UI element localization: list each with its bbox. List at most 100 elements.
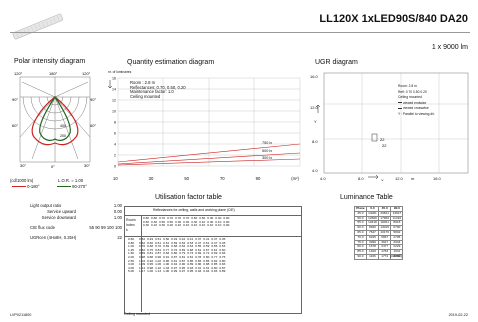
- utilisation-cell: 0.90: [211, 265, 218, 270]
- ugr-x-tick: 16.0: [433, 176, 442, 181]
- utilisation-cell: 0.69: [179, 247, 186, 252]
- table-row: 2.00 0.98 0.88 0.96 0.91 0.87 0.81 0.81 0.78 0.80…: [127, 254, 226, 260]
- polar-curve-c0: [31, 96, 79, 146]
- reflectance-cell: 0.30: [191, 219, 198, 224]
- quantity-y-tick: 10: [112, 109, 116, 113]
- footer-code: LVP0211800: [10, 313, 32, 317]
- utilisation-cell: 0.81: [187, 254, 194, 259]
- utilisation-cell: 0.76: [171, 247, 178, 252]
- utilisation-cell: 0.59: [203, 244, 210, 249]
- room-index-cell: 1.50: [128, 251, 135, 256]
- legend-label: 90-270°: [72, 184, 87, 189]
- utilisation-cell: 0.83: [195, 258, 202, 263]
- utilisation-cell: 0.81: [179, 254, 186, 259]
- divider: [125, 215, 301, 216]
- table-row: 0.60 0.52 0.49 0.51 0.50 0.49 0.42 0.41 0.37 0.41…: [127, 237, 226, 242]
- reflectance-cell: 0.80: [143, 216, 150, 220]
- table-row: 1.00 0.70 0.68 0.70 0.69 0.68 0.62 0.63 0.55 0.59…: [127, 245, 226, 249]
- utilisation-cell: 0.41: [187, 237, 194, 241]
- divider: [10, 32, 470, 33]
- room-index-cell: 3.00: [128, 262, 135, 267]
- utilisation-cell: 0.87: [155, 251, 162, 256]
- utilisation-cell: 0.42: [179, 237, 186, 241]
- utilisation-cell: 0.92: [147, 258, 154, 263]
- reflectance-cell: 0.50: [191, 216, 198, 220]
- y-arrow-icon: [107, 80, 113, 89]
- utilisation-cell: 0.61: [195, 247, 202, 252]
- quantity-info-line: Room : 2.8 m: [130, 80, 156, 85]
- utilisation-cell: 0.99: [171, 269, 178, 274]
- quantity-line: [117, 158, 301, 166]
- utilisation-cell: 0.53: [187, 240, 194, 245]
- utilisation-cell: 0.68: [187, 247, 194, 252]
- utilisation-cell: 0.94: [171, 262, 178, 267]
- utilisation-cell: 0.95: [179, 265, 186, 270]
- quantity-y-tick: 12: [112, 98, 116, 102]
- utilisation-cell: 0.69: [211, 251, 218, 256]
- room-index-cell: 1.00: [128, 244, 135, 249]
- reflectance-cell: 0.10: [151, 223, 158, 228]
- quantity-line-label: 300 lx: [262, 156, 272, 160]
- reflectance-cell: 0.70: [175, 216, 182, 220]
- room-header-line: k: [126, 228, 128, 233]
- utilisation-cell: 0.90: [179, 262, 186, 267]
- polar-ring-value: 200: [60, 134, 66, 138]
- reflectance-cell: 0.30: [207, 219, 214, 224]
- utilisation-cell: 0.61: [211, 247, 218, 252]
- quantity-info-line: Ceiling mounted: [130, 93, 161, 99]
- utilisation-cell: 0.93: [195, 269, 202, 274]
- utilisation-cell: 0.80: [219, 258, 226, 263]
- utilisation-cell: 0.87: [171, 254, 178, 259]
- room-index-cell: 5.00: [128, 269, 135, 274]
- utilisation-cell: 0.51: [203, 240, 210, 245]
- table-cell: 2096: [390, 253, 404, 260]
- polar-legend-c0: 0-180°: [12, 184, 40, 189]
- quantity-x-tick: 50: [184, 176, 189, 181]
- spec-label: Service upward: [47, 209, 76, 214]
- reflectance-row: 0.50 0.30 0.50 0.50 0.30 0.30 0.30 0.10 0.30 0.10…: [142, 219, 230, 225]
- utilisation-cell: 0.95: [147, 262, 154, 267]
- utilisation-cell: 0.73: [187, 251, 194, 256]
- legend-label: 0-180°: [27, 184, 40, 189]
- utilisation-cell: 0.61: [155, 240, 162, 245]
- ugr-diagram: 16.0 12.0 8.0 4.0 Y 4.0 8.0 12.0 m 16.0 …: [310, 72, 469, 181]
- utilisation-cell: 0.94: [203, 269, 210, 274]
- x-arrow-icon: [368, 174, 379, 180]
- utilisation-cell: 0.37: [195, 237, 202, 241]
- ugr-y-axis-label: Y: [314, 119, 317, 124]
- reflectance-cell: 0.70: [159, 216, 166, 220]
- quantity-x-axis: 10 30 50 70 90 (m²): [113, 176, 299, 181]
- polar-diagram: 120° 180° 120° 90° 90° 60° 60° 30° 0° 30…: [12, 71, 96, 169]
- utilisation-cell: 0.63: [187, 244, 194, 249]
- utilisation-cell: 0.91: [163, 254, 170, 259]
- quantity-x-tick: 90: [255, 176, 261, 181]
- utilisation-cell: 0.62: [139, 240, 146, 245]
- utilisation-cell: 0.85: [203, 258, 210, 263]
- utilisation-cell: 0.82: [211, 258, 218, 263]
- reflectance-cell: 0.50: [159, 219, 166, 224]
- utilisation-cell: 0.47: [211, 240, 218, 245]
- room-index-cell: 0.80: [128, 240, 135, 245]
- polar-angle-label: 60°: [90, 123, 96, 128]
- ugr-x-tick: 8.0: [358, 176, 364, 181]
- table-cell: 1166: [365, 253, 380, 260]
- utilisation-cell: 0.86: [195, 262, 202, 267]
- utilisation-cell: 0.98: [147, 265, 154, 270]
- utilisation-cell: 0.68: [171, 244, 178, 249]
- spec-row: UGRcen (4Hx8H, 0.25H) 22: [30, 231, 122, 241]
- utilisation-cell: 0.69: [195, 251, 202, 256]
- ugr-marker-value: 22: [382, 143, 387, 148]
- reflectance-cell: 0.20: [167, 223, 174, 228]
- utilisation-cell: 0.75: [147, 247, 154, 252]
- utilisation-cell: 0.60: [147, 240, 154, 245]
- room-header-line: Index: [126, 223, 135, 228]
- ugr-x-tick: m: [411, 176, 415, 181]
- quantity-y-tick: 14: [112, 87, 116, 91]
- polar-angle-label: 60°: [12, 123, 18, 128]
- polar-angle-label: 30°: [20, 163, 26, 168]
- utilisation-cell: 0.41: [203, 237, 210, 241]
- utilisation-cell: 0.61: [163, 240, 170, 245]
- ugr-marker-value: 22: [380, 137, 385, 142]
- reflectance-cell: 0.30: [159, 223, 166, 228]
- reflectance-cell: 0.00: [223, 219, 230, 224]
